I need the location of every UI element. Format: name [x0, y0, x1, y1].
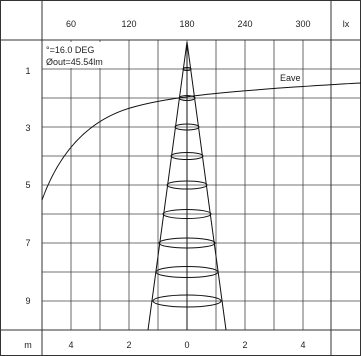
- top-tick-label: 120: [121, 19, 136, 29]
- left-tick-label: 7: [25, 238, 30, 248]
- top-tick-label: 60: [66, 19, 76, 29]
- grid: [42, 40, 361, 330]
- beam-ellipse: [166, 180, 208, 190]
- beam-ellipse: [170, 152, 204, 160]
- bottom-axis: m 4 2 0 2 4: [24, 340, 305, 350]
- left-tick-label: 5: [25, 180, 30, 190]
- top-axis: 60 120 180 240 300 lx: [66, 19, 350, 29]
- parameter-background: [44, 42, 108, 68]
- parameter-box: °=16.0 DEG Øout=45.54lm: [44, 42, 108, 68]
- top-tick-label: 180: [179, 19, 194, 29]
- bottom-tick-label: 2: [242, 340, 247, 350]
- beam-ellipse: [182, 67, 192, 71]
- bottom-tick-label: 4: [300, 340, 305, 350]
- beam-ellipse: [155, 266, 219, 278]
- flux-text: Øout=45.54lm: [46, 57, 103, 67]
- beam-ellipse: [174, 123, 200, 131]
- left-tick-label: 9: [25, 296, 30, 306]
- beam-ellipses: [152, 67, 222, 308]
- bottom-axis-unit: m: [24, 340, 32, 350]
- bottom-tick-label: 4: [68, 340, 73, 350]
- top-tick-label: 240: [237, 19, 252, 29]
- bottom-tick-label: 2: [126, 340, 131, 350]
- left-tick-label: 1: [25, 66, 30, 76]
- top-axis-unit: lx: [343, 19, 350, 29]
- beam-angle-text: °=16.0 DEG: [46, 45, 94, 55]
- beam-ellipse: [162, 209, 212, 219]
- top-tick-label: 300: [295, 19, 310, 29]
- left-axis: 1 3 5 7 9: [25, 66, 30, 306]
- beam-ellipse: [178, 95, 196, 101]
- curve-label: Eave: [280, 73, 301, 83]
- bottom-tick-label: 0: [184, 340, 189, 350]
- beam-ellipse: [152, 294, 222, 308]
- left-tick-label: 3: [25, 123, 30, 133]
- average-illuminance-curve: [41, 82, 361, 201]
- beam-ellipse: [158, 237, 216, 249]
